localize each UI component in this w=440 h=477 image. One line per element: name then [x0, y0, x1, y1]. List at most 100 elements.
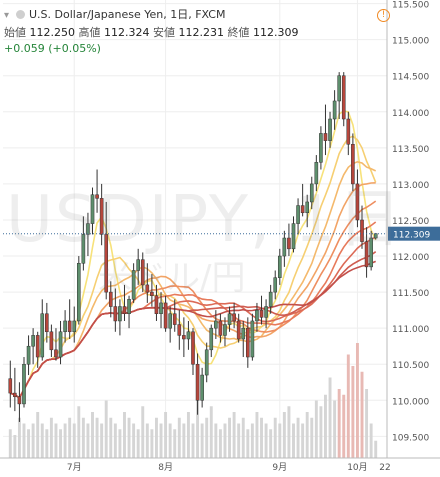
- candle[interactable]: [291, 216, 296, 253]
- candle[interactable]: [195, 353, 200, 415]
- candle[interactable]: [209, 324, 214, 358]
- candle[interactable]: [131, 263, 136, 303]
- candle[interactable]: [31, 328, 35, 365]
- volume-bar: [31, 423, 35, 458]
- collapse-chevron-icon[interactable]: ▾: [4, 10, 10, 21]
- candle[interactable]: [35, 331, 40, 368]
- candle[interactable]: [300, 183, 305, 217]
- moving-average-line: [10, 260, 376, 400]
- candle[interactable]: [159, 292, 163, 329]
- warning-icon[interactable]: !: [377, 9, 390, 22]
- candle-body: [8, 378, 13, 394]
- candle[interactable]: [355, 169, 360, 228]
- candle[interactable]: [177, 310, 182, 350]
- volume-bar: [374, 440, 378, 458]
- time-axis[interactable]: 7月 8月 9月 10月 22: [0, 457, 440, 473]
- candle[interactable]: [150, 274, 154, 307]
- candle[interactable]: [314, 155, 319, 192]
- candle[interactable]: [108, 281, 113, 318]
- candle[interactable]: [86, 212, 90, 257]
- candle[interactable]: [127, 295, 131, 329]
- candle[interactable]: [90, 187, 95, 235]
- candle[interactable]: [204, 342, 209, 383]
- candle[interactable]: [332, 90, 337, 130]
- candle[interactable]: [309, 176, 314, 210]
- candle[interactable]: [360, 205, 364, 249]
- candle[interactable]: [214, 310, 218, 339]
- candle[interactable]: [49, 324, 54, 358]
- candle[interactable]: [22, 357, 26, 408]
- candle[interactable]: [136, 248, 140, 285]
- candle[interactable]: [67, 299, 72, 339]
- candle[interactable]: [319, 126, 323, 170]
- candle[interactable]: [337, 72, 341, 120]
- candle[interactable]: [241, 320, 246, 358]
- candle[interactable]: [140, 252, 145, 293]
- candle[interactable]: [172, 299, 177, 332]
- volume-bar: [81, 417, 85, 458]
- candlesticks[interactable]: [8, 72, 378, 422]
- candle[interactable]: [186, 320, 191, 350]
- candle-body: [287, 237, 291, 250]
- candle[interactable]: [99, 183, 104, 246]
- candle[interactable]: [264, 299, 268, 329]
- candle[interactable]: [54, 328, 58, 361]
- candle[interactable]: [182, 317, 186, 358]
- candle-body: [300, 205, 305, 214]
- candle[interactable]: [200, 367, 204, 408]
- candle[interactable]: [369, 230, 373, 271]
- candle[interactable]: [287, 223, 291, 257]
- candle[interactable]: [341, 72, 346, 127]
- candle[interactable]: [282, 230, 287, 267]
- candle[interactable]: [223, 317, 227, 347]
- candle[interactable]: [104, 201, 109, 300]
- candle[interactable]: [76, 256, 81, 325]
- candle[interactable]: [323, 104, 328, 156]
- candle[interactable]: [17, 382, 22, 422]
- candle[interactable]: [232, 302, 236, 329]
- candle[interactable]: [118, 299, 122, 336]
- candle[interactable]: [259, 295, 264, 325]
- candle-body: [40, 313, 45, 358]
- candle[interactable]: [277, 248, 282, 285]
- candle[interactable]: [268, 284, 273, 314]
- candle[interactable]: [81, 216, 86, 271]
- candle[interactable]: [364, 227, 369, 278]
- candle[interactable]: [250, 313, 255, 361]
- candle[interactable]: [255, 302, 259, 332]
- chart-legend-title-row[interactable]: ▾ U.S. Dollar/Japanese Yen, 1日, FXCM: [4, 6, 225, 22]
- candle[interactable]: [58, 320, 63, 365]
- candle[interactable]: [227, 306, 232, 332]
- candle[interactable]: [346, 111, 351, 156]
- candle-body: [369, 237, 373, 268]
- volume-bar: [109, 417, 113, 458]
- candle[interactable]: [218, 313, 223, 343]
- candle[interactable]: [145, 263, 150, 303]
- candle[interactable]: [296, 198, 300, 235]
- candle[interactable]: [273, 270, 278, 300]
- candle[interactable]: [122, 284, 127, 321]
- candle[interactable]: [113, 288, 118, 332]
- candle[interactable]: [246, 317, 250, 368]
- candle[interactable]: [305, 194, 310, 228]
- candle[interactable]: [13, 367, 17, 412]
- open-label: 始値: [4, 26, 26, 39]
- candle[interactable]: [40, 299, 45, 361]
- candle[interactable]: [351, 133, 355, 192]
- candle[interactable]: [168, 306, 172, 343]
- candle[interactable]: [163, 295, 168, 332]
- candle[interactable]: [72, 306, 77, 343]
- candle-body: [277, 255, 282, 278]
- candle[interactable]: [45, 302, 49, 343]
- candle[interactable]: [95, 169, 99, 213]
- candle[interactable]: [191, 328, 195, 376]
- candle[interactable]: [154, 284, 159, 321]
- candle[interactable]: [328, 111, 332, 148]
- candle[interactable]: [8, 360, 13, 408]
- candle[interactable]: [26, 335, 31, 376]
- candle[interactable]: [63, 310, 67, 343]
- volume-bar: [223, 423, 227, 458]
- price-tick-label: 110.000: [392, 397, 429, 407]
- candle[interactable]: [236, 313, 241, 343]
